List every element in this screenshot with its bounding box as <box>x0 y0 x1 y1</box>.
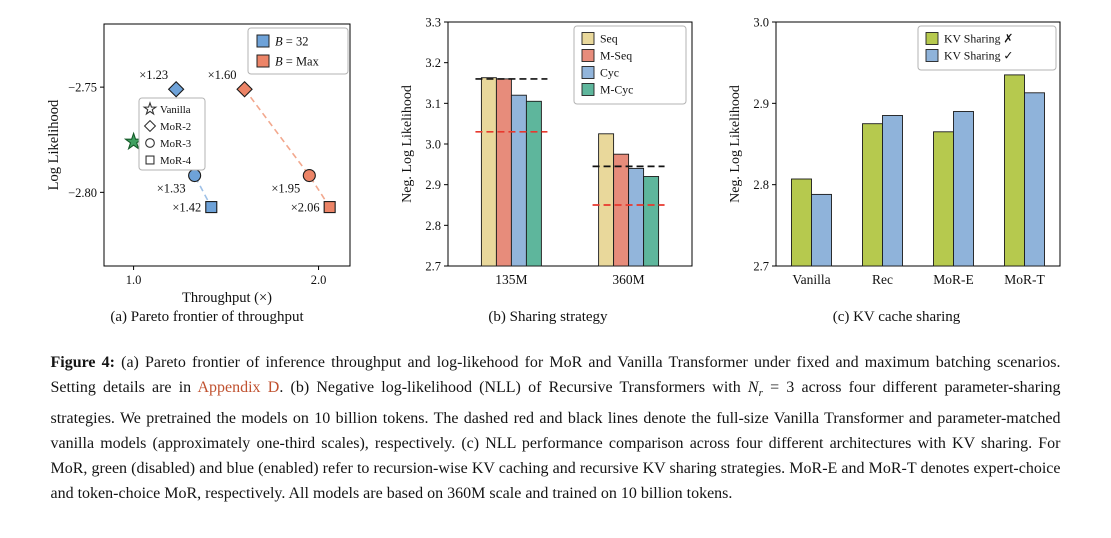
sharing-strategy-bar-chart: 2.7 2.8 2.9 3.0 3.1 3.2 3.3 Neg. Log Likelihood… <box>400 16 692 287</box>
svg-text:×2.06: ×2.06 <box>291 201 320 215</box>
svg-text:Vanilla: Vanilla <box>792 272 830 287</box>
figure-caption: Figure 4: (a) Pareto frontier of inferen… <box>51 350 1061 506</box>
svg-text:×1.60: ×1.60 <box>208 68 237 82</box>
svg-text:M-Cyc: M-Cyc <box>600 83 633 97</box>
svg-text:Seq: Seq <box>600 32 618 46</box>
svg-text:Vanilla: Vanilla <box>160 104 191 116</box>
svg-text:3.0: 3.0 <box>425 138 441 152</box>
legend: Seq M-Seq Cyc M-Cyc <box>573 25 686 105</box>
svg-text:B = 32: B = 32 <box>275 35 308 49</box>
svg-text:2.9: 2.9 <box>425 178 441 192</box>
bars <box>791 74 1045 267</box>
svg-text:360M: 360M <box>612 272 644 287</box>
svg-text:B = Max: B = Max <box>275 55 320 69</box>
svg-text:3.1: 3.1 <box>425 97 441 111</box>
svg-text:MoR-4: MoR-4 <box>160 155 192 167</box>
panel-b-sharing-strategy: 2.7 2.8 2.9 3.0 3.1 3.2 3.3 Neg. Log Likelihood… <box>396 14 701 326</box>
svg-text:×1.42: ×1.42 <box>172 201 201 215</box>
svg-text:Neg. Log Likelihood: Neg. Log Likelihood <box>728 85 743 203</box>
caption-text-3: = 3 across four different parameter-shar… <box>50 379 1061 503</box>
figure-number-label: Figure 4: <box>50 354 122 371</box>
panel-b-subcaption: (b) Sharing strategy <box>488 309 608 325</box>
svg-text:MoR-3: MoR-3 <box>160 138 191 150</box>
marker-legend: Vanilla MoR-2 MoR-3 MoR-4 <box>138 97 206 171</box>
svg-text:3.2: 3.2 <box>425 56 441 70</box>
svg-text:1.0: 1.0 <box>126 273 142 287</box>
svg-text:2.9: 2.9 <box>753 97 769 111</box>
svg-text:2.8: 2.8 <box>753 178 769 192</box>
svg-text:2.0: 2.0 <box>311 273 327 287</box>
caption-text-1: (a) Pareto frontier of inference through… <box>50 354 1061 396</box>
svg-text:2.8: 2.8 <box>425 219 441 233</box>
svg-text:3.0: 3.0 <box>753 16 769 30</box>
svg-text:MoR-E: MoR-E <box>933 272 974 287</box>
svg-text:Rec: Rec <box>872 272 893 287</box>
svg-text:2.7: 2.7 <box>425 260 441 274</box>
svg-text:×1.33: ×1.33 <box>157 182 186 196</box>
panel-c-kv-cache: 2.7 2.8 2.9 3.0 Neg. Log Likelihood Vanilla Re… <box>724 14 1069 326</box>
math-nr-variable: Nr <box>747 379 763 400</box>
svg-text:135M: 135M <box>495 272 527 287</box>
series: ×1.23 ×1.33 ×1.42 ×1.60 ×1.95 ×2.06 <box>123 68 336 215</box>
svg-text:KV Sharing ✓: KV Sharing ✓ <box>944 49 1013 63</box>
svg-text:×1.95: ×1.95 <box>271 182 300 196</box>
batch-legend: B = 32 B = Max <box>247 27 349 75</box>
legend: KV Sharing ✗ KV Sharing ✓ <box>917 25 1057 71</box>
svg-text:Cyc: Cyc <box>600 66 619 80</box>
panel-c-subcaption: (c) KV cache sharing <box>832 309 961 325</box>
svg-text:−2.80: −2.80 <box>68 186 97 200</box>
svg-text:M-Seq: M-Seq <box>600 49 632 63</box>
svg-text:−2.75: −2.75 <box>68 81 97 95</box>
figure-panels-row: 1.0 2.0 −2.75 −2.80 Throughput (×) Log Likeli… <box>42 14 1069 326</box>
math-r-subscript: r <box>758 387 763 400</box>
pareto-scatter-chart: 1.0 2.0 −2.75 −2.80 Throughput (×) Log Likeli… <box>46 23 351 306</box>
appendix-d-link[interactable]: Appendix D <box>197 379 280 396</box>
svg-text:2.7: 2.7 <box>753 260 769 274</box>
kv-cache-bar-chart: 2.7 2.8 2.9 3.0 Neg. Log Likelihood Vanilla Re… <box>728 16 1061 287</box>
svg-text:Throughput (×): Throughput (×) <box>182 290 272 306</box>
reference-lines <box>474 78 665 206</box>
svg-text:Log Likelihood: Log Likelihood <box>46 99 62 190</box>
panel-a-pareto: 1.0 2.0 −2.75 −2.80 Throughput (×) Log Likeli… <box>42 14 372 326</box>
svg-text:MoR-2: MoR-2 <box>160 121 191 133</box>
svg-text:MoR-T: MoR-T <box>1004 272 1045 287</box>
panel-a-subcaption: (a) Pareto frontier of throughput <box>110 309 304 325</box>
math-n: N <box>747 379 759 396</box>
caption-text-2: . (b) Negative log-likelihood (NLL) of R… <box>279 379 748 396</box>
svg-text:×1.23: ×1.23 <box>139 68 168 82</box>
svg-text:Neg. Log Likelihood: Neg. Log Likelihood <box>400 85 415 203</box>
svg-text:3.3: 3.3 <box>425 16 441 30</box>
svg-text:KV Sharing ✗: KV Sharing ✗ <box>944 32 1013 46</box>
bars <box>480 77 659 267</box>
